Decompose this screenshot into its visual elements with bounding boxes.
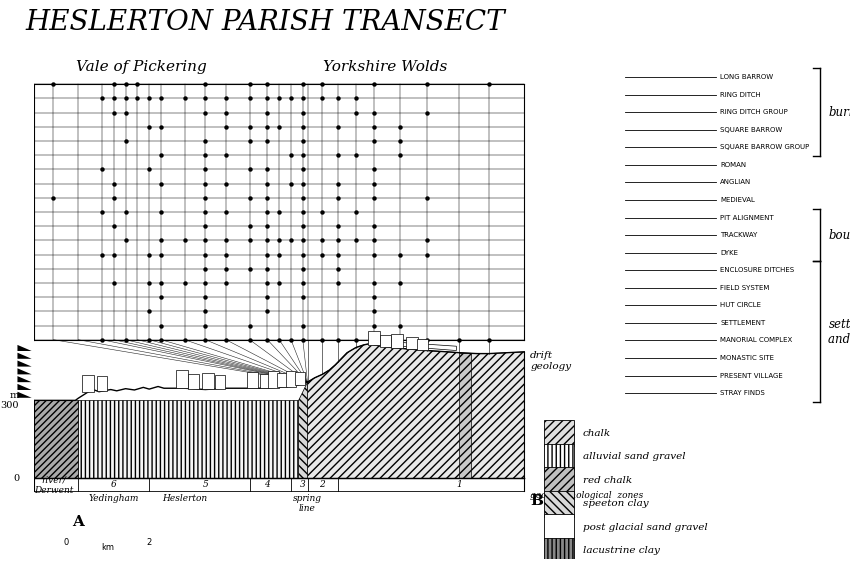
Polygon shape [18,384,31,390]
Text: chalk: chalk [582,429,611,438]
Text: river/
Derwent: river/ Derwent [34,475,73,495]
Polygon shape [18,360,31,367]
Text: 2: 2 [146,538,152,547]
Text: HUT CIRCLE: HUT CIRCLE [720,302,761,308]
Text: MEDIEVAL: MEDIEVAL [720,197,755,203]
Text: STRAY FINDS: STRAY FINDS [720,390,765,396]
Bar [188,373,199,389]
Text: LONG BARROW: LONG BARROW [720,74,774,80]
Text: SQUARE BARROW: SQUARE BARROW [720,127,782,133]
Text: 4: 4 [264,481,270,489]
Text: Vale of Pickering: Vale of Pickering [76,60,207,74]
Bar [97,376,107,391]
Polygon shape [298,382,308,478]
Text: drift
geology: drift geology [530,351,571,372]
Bar [380,335,391,347]
Text: lacustrine clay: lacustrine clay [582,546,660,555]
Text: ANGLIAN: ANGLIAN [720,180,751,185]
Bar [391,334,403,348]
Bar [286,371,297,386]
Bar [406,337,418,349]
Bar [116,532,133,537]
Text: B: B [530,494,543,507]
Polygon shape [18,392,31,398]
Text: RING DITCH GROUP: RING DITCH GROUP [720,109,788,115]
Polygon shape [374,341,456,351]
Bar [202,373,214,389]
Bar [259,374,269,388]
Text: geomorphological  zones: geomorphological zones [530,491,643,500]
Bar [133,532,150,537]
Text: 6: 6 [110,481,116,489]
Text: RING DITCH: RING DITCH [720,92,761,97]
Text: alluvial sand gravel: alluvial sand gravel [582,452,685,461]
Bar [83,532,99,537]
Text: m
300: m 300 [1,390,20,410]
Bar [295,372,304,385]
Text: DYKE: DYKE [720,250,738,256]
Bar [82,374,94,392]
Bar [417,339,428,350]
Bar [544,444,574,470]
Bar [544,538,574,564]
Bar [176,370,188,388]
Text: 1: 1 [456,481,462,489]
Polygon shape [18,345,31,351]
Bar [277,373,286,387]
Text: PIT ALIGNMENT: PIT ALIGNMENT [720,214,774,221]
Bar [368,331,380,345]
Text: spring
line: spring line [293,494,322,513]
Polygon shape [18,368,31,374]
Bar [66,532,83,537]
Text: post glacial sand gravel: post glacial sand gravel [582,523,707,532]
Text: ROMAN: ROMAN [720,162,746,168]
Text: ENCLOSURE DITCHES: ENCLOSURE DITCHES [720,267,794,273]
Text: Yedingham: Yedingham [88,494,139,503]
Polygon shape [459,353,471,478]
Polygon shape [18,353,31,359]
Polygon shape [34,400,78,478]
Text: SQUARE BARROW GROUP: SQUARE BARROW GROUP [720,144,809,150]
Text: SETTLEMENT: SETTLEMENT [720,320,765,326]
Bar [99,532,116,537]
Text: Yorkshire Wolds: Yorkshire Wolds [323,60,447,74]
Text: red chalk: red chalk [582,476,632,484]
Text: 0: 0 [13,474,20,483]
Text: speeton clay: speeton clay [582,499,649,508]
Text: settlement
and field: settlement and field [829,317,850,345]
Bar [544,491,574,516]
Text: 5: 5 [202,481,208,489]
Text: burial: burial [829,106,850,119]
Polygon shape [78,400,308,478]
Text: MONASTIC SITE: MONASTIC SITE [720,355,774,361]
Bar [544,421,574,446]
Text: km: km [101,543,115,552]
Text: 2: 2 [320,481,326,489]
Bar [544,515,574,540]
Text: boundary: boundary [829,229,850,242]
Text: MANORIAL COMPLEX: MANORIAL COMPLEX [720,337,792,343]
Bar [247,372,258,388]
Text: FIELD SYSTEM: FIELD SYSTEM [720,285,769,291]
Text: 3: 3 [300,481,306,489]
Text: TRACKWAY: TRACKWAY [720,232,757,238]
Bar [268,371,279,388]
Text: A: A [72,515,84,529]
Bar [215,374,225,389]
Text: HESLERTON PARISH TRANSECT: HESLERTON PARISH TRANSECT [26,9,505,35]
Bar [544,467,574,493]
Polygon shape [308,344,524,478]
Polygon shape [18,376,31,382]
Text: 0: 0 [64,538,69,547]
Text: Heslerton: Heslerton [162,494,207,503]
Text: PRESENT VILLAGE: PRESENT VILLAGE [720,373,783,378]
